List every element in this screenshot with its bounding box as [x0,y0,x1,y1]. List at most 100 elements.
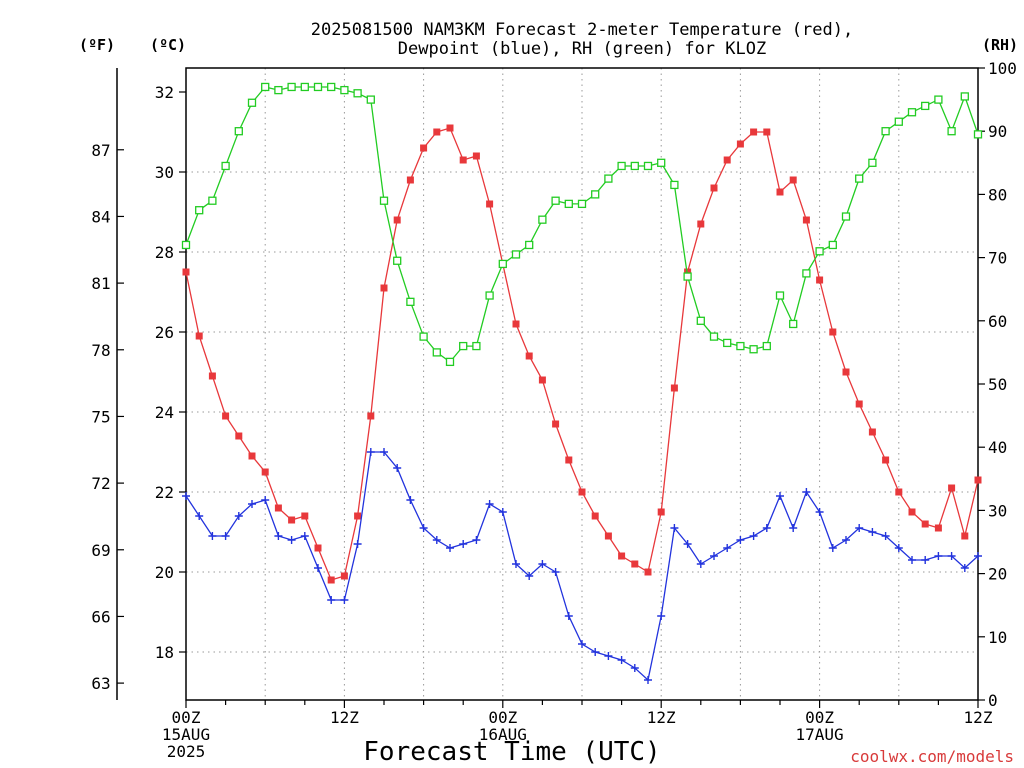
fahrenheit-tick-label: 81 [91,274,110,293]
chart-title-line-1: 2025081500 NAM3KM Forecast 2-meter Tempe… [311,20,853,40]
rh-point [973,130,983,139]
dewpoint-point [287,536,296,544]
dewpoint-point [960,564,969,572]
temperature-point [182,268,190,276]
dewpoint-point [683,540,692,548]
data-series [181,82,983,684]
temperature-point [340,572,348,580]
rh-point [696,316,705,325]
temperature-point [908,508,916,516]
celsius-tick-label: 20 [155,563,174,582]
dewpoint-point [617,656,626,664]
temperature-point [433,128,441,136]
temperature-point [644,568,652,576]
dewpoint-point [815,508,824,516]
dewpoint-point [208,532,217,540]
celsius-tick-label: 32 [155,83,174,102]
rh-point [921,101,930,111]
rh-point [472,341,481,351]
rh-point [841,212,851,221]
dewpoint-point [472,536,481,544]
rh-point [789,319,798,329]
temperature-point [208,372,216,380]
temperature-point [750,128,758,136]
temperature-point [710,184,718,192]
dewpoint-point [908,556,916,564]
temperature-point [406,176,414,184]
dewpoint-point [432,536,441,544]
dewpoint-point [380,448,388,456]
x-tick-label: 12Z [964,708,993,727]
temperature-point [723,156,731,164]
temperature-point [459,156,467,164]
rh-tick-label: 0 [988,691,998,710]
rh-point [947,127,956,136]
temperature-point [261,468,269,476]
rh-point [604,174,613,183]
rh-point [181,240,191,250]
dewpoint-point [657,612,666,620]
fahrenheit-tick-label: 63 [91,674,110,693]
x-tick-label: 00Z [172,708,201,727]
rh-point [393,256,402,265]
dewpoint-point [564,612,573,620]
temperature-point [565,456,573,464]
dewpoint-point [366,448,375,456]
dewpoint-point [234,512,243,520]
temperature-point [631,560,639,568]
rh-point [234,127,243,136]
rh-tick-label: 50 [988,375,1007,394]
rh-point [274,85,283,95]
rh-point [564,199,573,209]
temperature-point [948,484,956,492]
celsius-tick-label: 18 [155,643,174,662]
rh-point [775,291,785,300]
rh-point [221,161,230,171]
dewpoint-point [934,552,943,560]
temperature-point [921,520,929,528]
x-tick-label: 17AUG [796,725,844,744]
rh-point [287,82,296,92]
temperature-point [552,420,560,428]
rh-point [577,199,587,209]
temperature-point [657,508,665,516]
rh-point [881,127,890,136]
dewpoint-point [591,648,600,656]
dewpoint-point [762,524,771,532]
x-tick-label: 00Z [488,708,517,727]
rh-point [511,250,521,259]
temperature-point [789,176,797,184]
temperature-point [301,512,309,520]
rh-point [195,206,204,215]
rh-point [960,92,969,101]
temperature-point [842,368,850,376]
rh-tick-label: 20 [988,565,1007,584]
axes [116,67,985,708]
dewpoint-point [776,492,784,500]
rh-point [749,345,758,354]
dewpoint-point [485,500,494,508]
temperature-point [816,276,824,284]
temperature-point [604,532,612,540]
temperature-point [736,140,744,148]
temperature-point [855,400,863,408]
rh-point [855,174,864,183]
celsius-tick-label: 28 [155,243,174,262]
dewpoint-point [604,652,613,660]
fahrenheit-tick-label: 75 [91,407,110,426]
temperature-point [446,124,454,132]
dewpoint-point [182,492,190,500]
temperature-point [472,152,480,160]
dewpoint-point [459,540,468,548]
x-tick-label: 2025 [167,742,206,761]
rh-tick-label: 100 [988,59,1017,78]
rh-point [802,269,811,278]
rh-point [525,240,534,250]
dewpoint-point [974,552,982,560]
dewpoint-point [921,556,930,564]
dewpoint-point [670,524,679,532]
rh-point [736,341,745,351]
dewpoint-point [512,560,520,568]
rh-point [459,341,468,351]
